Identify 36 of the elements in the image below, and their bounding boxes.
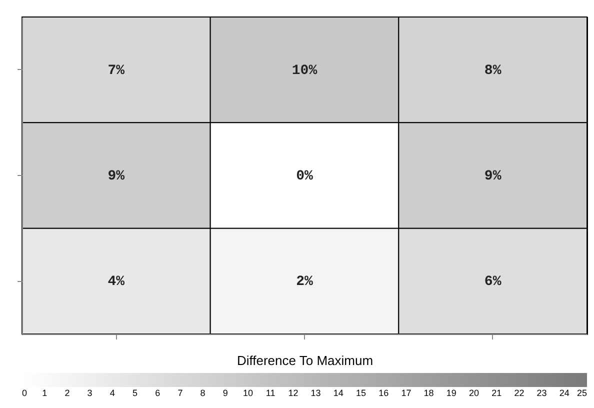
color-bar-label: 9	[222, 388, 228, 398]
data-label: 8%	[484, 62, 502, 79]
data-label: 9%	[484, 168, 502, 184]
color-bar-label: 25	[576, 388, 587, 398]
data-label: 6%	[484, 274, 502, 290]
color-bar-label: 0	[22, 388, 28, 398]
color-bar-label: 21	[492, 388, 502, 398]
color-bar-label: 3	[87, 388, 92, 398]
color-bar-label: 2	[64, 388, 70, 398]
data-label: 0%	[296, 168, 314, 184]
color-bar-label: 5	[132, 388, 138, 398]
color-bar-label: 11	[266, 388, 276, 398]
data-label: 7%	[108, 62, 126, 79]
color-bar-label: 14	[333, 388, 344, 398]
color-bar-label: 12	[288, 388, 298, 398]
color-bar-label: 16	[378, 388, 389, 398]
color-bar-label: 8	[200, 388, 206, 398]
color-bar-label: 22	[514, 388, 524, 398]
data-label: 9%	[108, 168, 126, 184]
color-bar-label: 20	[468, 388, 480, 398]
data-label: 2%	[296, 274, 314, 290]
data-label: 10%	[292, 62, 318, 79]
color-bar-label: 6	[155, 388, 160, 398]
color-bar-label: 1	[42, 388, 48, 398]
color-bar-label: 7	[178, 388, 183, 398]
color-bar-label: 10	[242, 388, 254, 398]
color-bar-label: 23	[536, 388, 547, 398]
color-bar-label: 19	[446, 388, 456, 398]
color-bar-label: 17	[401, 388, 412, 398]
data-label: 4%	[108, 274, 126, 290]
color-bar-label: 4	[110, 388, 115, 398]
color-bar-title: Difference To Maximum	[236, 353, 374, 368]
color-bar-label: 15	[356, 388, 366, 398]
color-bar-label: 24	[559, 388, 570, 398]
color-bar-label: 13	[310, 388, 321, 398]
color-bar-label: 18	[424, 388, 434, 398]
